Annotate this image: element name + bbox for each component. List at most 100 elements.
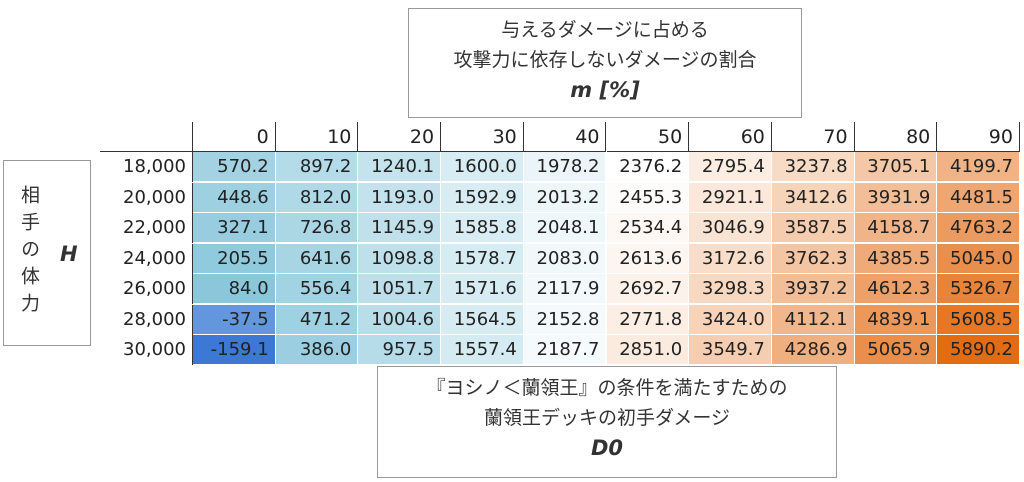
title-line: 攻撃力に依存しないダメージの割合 [453, 49, 757, 71]
row-axis-symbol: H [60, 242, 78, 266]
table-cell: 4839.1 [854, 304, 938, 335]
title-symbol: m [%] [570, 78, 640, 102]
table-cell: 2613.6 [606, 243, 690, 274]
table-cell: 448.6 [193, 182, 276, 213]
row-axis-label: 相手の体力 [18, 185, 40, 320]
table-cell: 1098.8 [358, 243, 442, 274]
row-header: 24,000 [100, 243, 193, 274]
row-header: 22,000 [100, 213, 193, 243]
table-cell: 1585.8 [441, 213, 524, 243]
table-cell: 1571.6 [441, 274, 524, 304]
table-cell: 4763.2 [937, 213, 1020, 243]
column-header: 10 [275, 122, 359, 152]
table-cell: 2048.1 [523, 213, 607, 243]
table-cell: 4286.9 [771, 335, 855, 365]
table-cell: 3587.5 [771, 213, 855, 243]
row-header: 20,000 [100, 182, 193, 213]
table-cell: 556.4 [275, 274, 359, 304]
table-cell: 957.5 [358, 335, 442, 365]
table-cell: 3705.1 [854, 152, 938, 182]
table-cell: 897.2 [275, 152, 359, 182]
table-cell: 1557.4 [441, 335, 524, 365]
column-header: 40 [523, 122, 607, 152]
table-cell: 1578.7 [441, 243, 524, 274]
column-header: 70 [771, 122, 855, 152]
row-header: 30,000 [100, 335, 193, 365]
table-cell: 2795.4 [689, 152, 772, 182]
table-cell: -37.5 [193, 304, 276, 335]
table-cell: 1592.9 [441, 182, 524, 213]
table-cell: 3424.0 [689, 304, 772, 335]
table-cell: 641.6 [275, 243, 359, 274]
table-cell: 2376.2 [606, 152, 690, 182]
table-cell: 2083.0 [523, 243, 607, 274]
column-header: 30 [441, 122, 524, 152]
table-cell: 4158.7 [854, 213, 938, 243]
table-cell: 2534.4 [606, 213, 690, 243]
table-cell: 5045.0 [937, 243, 1020, 274]
table-cell: 205.5 [193, 243, 276, 274]
table-cell: 2013.2 [523, 182, 607, 213]
table-cell: 4612.3 [854, 274, 938, 304]
table-cell: 4385.5 [854, 243, 938, 274]
table-cell: 3937.2 [771, 274, 855, 304]
table-cell: 2771.8 [606, 304, 690, 335]
table-cell: 4481.5 [937, 182, 1020, 213]
table-cell: 1600.0 [441, 152, 524, 182]
column-header: 90 [937, 122, 1020, 152]
table-cell: 3046.9 [689, 213, 772, 243]
table-cell: 1193.0 [358, 182, 442, 213]
table-cell: 3931.9 [854, 182, 938, 213]
table-cell: 2152.8 [523, 304, 607, 335]
table-cell: 3298.3 [689, 274, 772, 304]
table-cell: 3237.8 [771, 152, 855, 182]
table-cell: 1564.5 [441, 304, 524, 335]
table-cell: 1051.7 [358, 274, 442, 304]
table-cell: 1004.6 [358, 304, 442, 335]
row-header: 28,000 [100, 304, 193, 335]
table-cell: 5065.9 [854, 335, 938, 365]
table-cell: 2921.1 [689, 182, 772, 213]
table-cell: 1978.2 [523, 152, 607, 182]
row-header: 26,000 [100, 274, 193, 304]
column-header: 20 [358, 122, 442, 152]
table-cell: 4199.7 [937, 152, 1020, 182]
table-cell: 570.2 [193, 152, 276, 182]
value-line: 蘭領王デッキの初手ダメージ [483, 407, 731, 429]
table-cell: 84.0 [193, 274, 276, 304]
table-cell: 386.0 [275, 335, 359, 365]
table-cell: 4112.1 [771, 304, 855, 335]
value-symbol: D0 [590, 436, 624, 460]
title-line: 与えるダメージに占める [501, 19, 709, 41]
table-cell: 3412.6 [771, 182, 855, 213]
column-header: 60 [689, 122, 772, 152]
table-cell: 471.2 [275, 304, 359, 335]
row-header: 18,000 [100, 152, 193, 182]
column-header: 50 [606, 122, 690, 152]
table-cell: 2851.0 [606, 335, 690, 365]
table-cell: 1240.1 [358, 152, 442, 182]
table-cell: 5890.2 [937, 335, 1020, 365]
table-cell: -159.1 [193, 335, 276, 365]
table-cell: 3172.6 [689, 243, 772, 274]
row-axis-box: 相手の体力 H [3, 160, 91, 346]
corner [100, 122, 193, 152]
table-cell: 5326.7 [937, 274, 1020, 304]
table-cell: 726.8 [275, 213, 359, 243]
table-cell: 812.0 [275, 182, 359, 213]
column-header: 80 [854, 122, 938, 152]
table-cell: 5608.5 [937, 304, 1020, 335]
table-cell: 2187.7 [523, 335, 607, 365]
value-line: 『ヨシノ＜蘭領王』の条件を満たすための [426, 377, 788, 399]
table-cell: 2117.9 [523, 274, 607, 304]
table-cell: 327.1 [193, 213, 276, 243]
table-cell: 2692.7 [606, 274, 690, 304]
table-cell: 1145.9 [358, 213, 442, 243]
value-box: 『ヨシノ＜蘭領王』の条件を満たすための 蘭領王デッキの初手ダメージ D0 [377, 366, 837, 478]
table-cell: 3762.3 [771, 243, 855, 274]
column-header: 0 [193, 122, 276, 152]
table-cell: 2455.3 [606, 182, 690, 213]
title-box: 与えるダメージに占める 攻撃力に依存しないダメージの割合 m [%] [408, 8, 802, 118]
table-cell: 3549.7 [689, 335, 772, 365]
